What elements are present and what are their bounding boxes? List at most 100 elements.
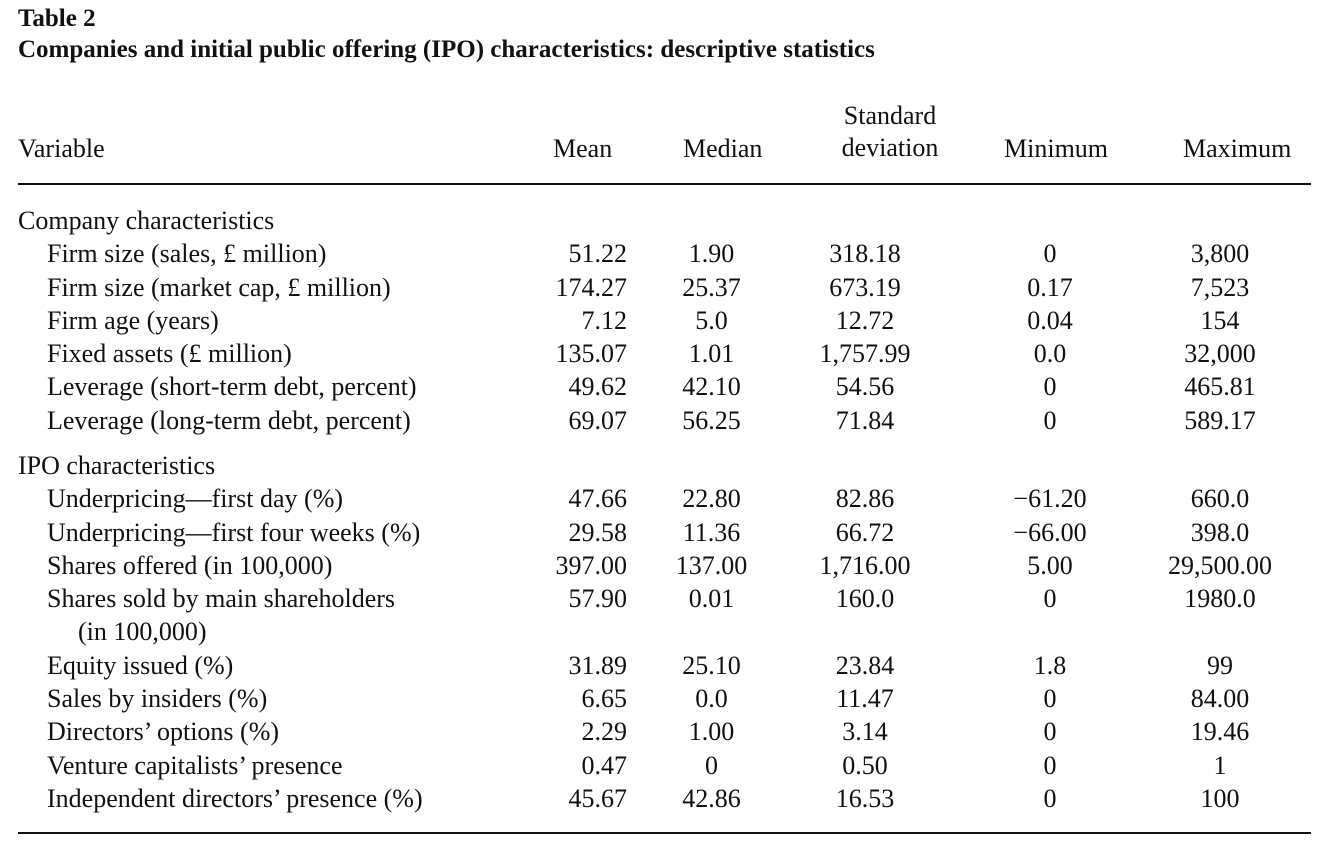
- row-variable: Fixed assets (£ million): [47, 337, 292, 370]
- cell-min: 0: [1043, 405, 1057, 435]
- table-row: Firm age (years) 7.12 5.0 12.72 0.04 154: [0, 304, 1328, 337]
- cell-median: 1.90: [688, 239, 735, 269]
- cell-median: 1.01: [688, 339, 735, 369]
- row-variable-text: Firm age (years): [47, 305, 219, 335]
- row-variable-text: Independent directors’ presence (%): [47, 784, 423, 814]
- cell-max: 1: [1213, 750, 1227, 780]
- row-variable: Directors’ options (%): [47, 715, 279, 748]
- cell-mean: 174.27: [555, 272, 628, 302]
- cell-max: 7,523: [1190, 272, 1250, 302]
- table-row: Leverage (short-term debt, percent) 49.62…: [0, 370, 1328, 403]
- row-variable-text: Underpricing—first day (%): [47, 484, 344, 514]
- cell-mean: 69.07: [568, 405, 628, 435]
- cell-mean: 135.07: [555, 339, 628, 369]
- cell-min: 5.00: [1027, 550, 1073, 580]
- cell-median: 0.0: [695, 684, 728, 714]
- cell-std: 160.0: [835, 584, 895, 614]
- cell-median: 0: [705, 750, 718, 780]
- cell-std: 1,716.00: [819, 550, 911, 580]
- cell-median: 0.01: [688, 584, 735, 614]
- cell-mean: 29.58: [568, 517, 628, 547]
- cell-median: 56.25: [682, 405, 741, 435]
- table-row: Independent directors’ presence (%) 45.67…: [0, 782, 1328, 815]
- row-variable-text: Sales by insiders (%): [47, 684, 268, 714]
- table-row: Directors’ options (%) 2.29 1.00 3.14 0 19.46: [0, 715, 1328, 748]
- column-header-median: Median: [683, 134, 763, 163]
- header-rule: [18, 183, 1311, 185]
- row-variable-text: Firm size (market cap, £ million): [47, 272, 391, 302]
- row-variable-text: Venture capitalists’ presence: [47, 750, 343, 780]
- row-variable: Underpricing—first four weeks (%): [47, 516, 420, 549]
- cell-max: 100: [1200, 784, 1240, 814]
- cell-mean: 2.29: [581, 717, 628, 747]
- row-variable: Independent directors’ presence (%): [47, 782, 423, 815]
- table-row: Venture capitalists’ presence 0.47 0 0.50 0 1: [0, 749, 1328, 782]
- group-header-row: IPO characteristics: [0, 449, 1328, 482]
- cell-min: 0: [1043, 372, 1057, 402]
- column-header-maximum: Maximum: [1183, 134, 1292, 163]
- row-variable-text: Equity issued (%): [47, 650, 234, 680]
- cell-median: 42.86: [682, 784, 741, 814]
- row-variable-text: Directors’ options (%): [47, 717, 280, 747]
- cell-std: 12.72: [835, 305, 895, 335]
- row-variable: Equity issued (%): [47, 649, 233, 682]
- cell-std: 66.72: [835, 517, 895, 547]
- column-header-std: Standard deviation: [830, 100, 950, 164]
- cell-mean: 47.66: [568, 484, 628, 514]
- cell-min: 0: [1043, 717, 1057, 747]
- cell-median: 1.00: [688, 717, 735, 747]
- row-variable-continuation: (in 100,000): [78, 617, 207, 647]
- column-header-variable: Variable: [18, 134, 105, 163]
- cell-max: 99: [1207, 650, 1233, 680]
- table-row: Fixed assets (£ million) 135.07 1.01 1,757.…: [0, 337, 1328, 370]
- cell-min: 0: [1043, 684, 1057, 714]
- cell-median: 11.36: [682, 517, 741, 547]
- column-header-std-line1: Standard: [843, 101, 937, 130]
- cell-median: 22.80: [682, 484, 741, 514]
- table-row: Firm size (market cap, £ million) 174.27 2…: [0, 271, 1328, 304]
- row-variable-text: Leverage (short-term debt, percent): [47, 372, 417, 402]
- table-row: Shares offered (in 100,000) 397.00 137.00 1…: [0, 549, 1328, 582]
- cell-std: 1,757.99: [819, 339, 911, 369]
- cell-std: 3.14: [842, 717, 888, 747]
- table-row: Firm size (sales, £ million) 51.22 1.90 318…: [0, 237, 1328, 270]
- row-variable: Firm size (sales, £ million): [47, 237, 326, 270]
- row-variable: Leverage (short-term debt, percent): [47, 370, 417, 403]
- cell-max: 84.00: [1190, 684, 1250, 714]
- row-variable-text: Underpricing—first four weeks (%): [47, 517, 421, 547]
- cell-max: 32,000: [1184, 339, 1256, 369]
- column-header-std-line2: deviation: [841, 133, 939, 162]
- cell-mean: 45.67: [568, 784, 628, 814]
- cell-max: 19.46: [1190, 717, 1250, 747]
- cell-std: 23.84: [835, 650, 895, 680]
- cell-max: 398.0: [1190, 517, 1250, 547]
- row-variable: Sales by insiders (%): [47, 682, 267, 715]
- row-variable: Venture capitalists’ presence: [47, 749, 343, 782]
- row-variable: Firm size (market cap, £ million): [47, 271, 391, 304]
- cell-std: 0.50: [842, 750, 888, 780]
- cell-mean: 49.62: [568, 372, 628, 402]
- group-title: IPO characteristics: [18, 451, 216, 481]
- cell-min: 0: [1043, 784, 1057, 814]
- cell-std: 54.56: [835, 372, 895, 402]
- cell-mean: 6.65: [581, 684, 628, 714]
- cell-mean: 0.47: [581, 750, 628, 780]
- row-variable-text: Leverage (long-term debt, percent): [47, 405, 411, 435]
- cell-std: 318.18: [829, 239, 901, 269]
- cell-max: 29,500.00: [1168, 550, 1272, 580]
- table-row: Underpricing—first four weeks (%) 29.58 11…: [0, 516, 1328, 549]
- cell-median: 137.00: [675, 550, 748, 580]
- cell-mean: 397.00: [555, 550, 628, 580]
- cell-std: 11.47: [836, 684, 894, 714]
- cell-median: 5.0: [695, 305, 728, 335]
- table-body: Company characteristics Firm size (sales,…: [0, 204, 1328, 815]
- cell-mean: 31.89: [568, 650, 628, 680]
- row-variable: Firm age (years): [47, 304, 219, 337]
- row-variable-text: Firm size (sales, £ million): [47, 239, 327, 269]
- cell-median: 42.10: [682, 372, 741, 402]
- cell-max: 589.17: [1184, 405, 1256, 435]
- group-header-row: Company characteristics: [0, 204, 1328, 237]
- cell-max: 1980.0: [1184, 584, 1256, 614]
- cell-std: 673.19: [829, 272, 901, 302]
- cell-mean: 57.90: [568, 584, 628, 614]
